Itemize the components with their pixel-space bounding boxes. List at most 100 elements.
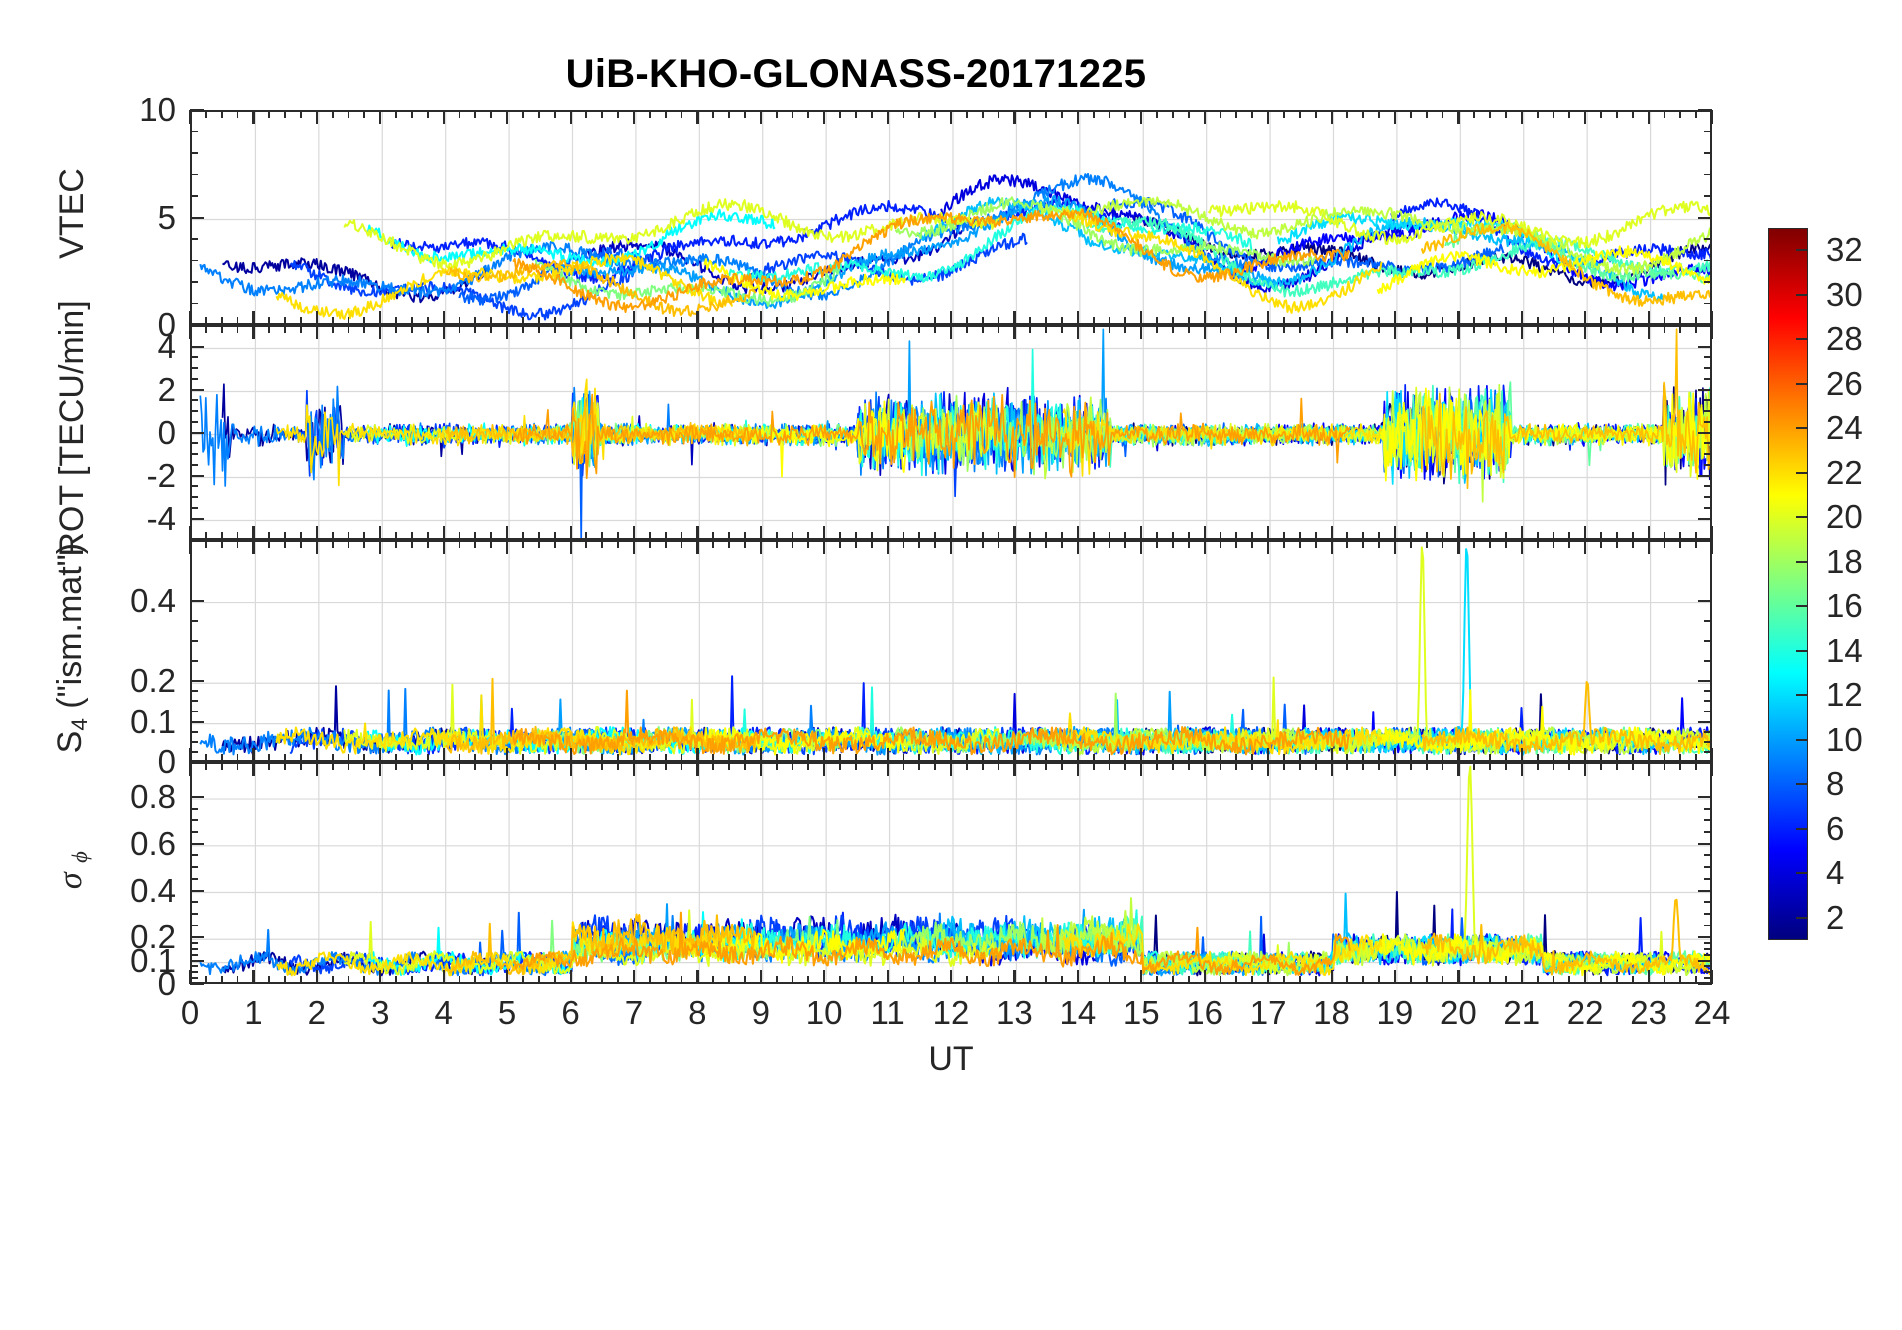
- x-minor-tick: [236, 325, 239, 333]
- x-minor-tick: [1235, 762, 1238, 770]
- x-minor-tick: [1489, 110, 1491, 118]
- y-tick-label-rot-2: 0: [157, 413, 176, 451]
- x-minor-tick: [1251, 532, 1254, 540]
- x-minor-tick: [601, 762, 604, 770]
- x-minor-tick: [1124, 110, 1127, 118]
- y-minor-tick: [190, 619, 198, 622]
- x-minor-tick: [1124, 762, 1127, 770]
- y-minor-tick: [190, 750, 198, 753]
- x-minor-tick: [1172, 976, 1174, 984]
- x-tick: [950, 762, 953, 776]
- x-minor-tick: [1536, 325, 1539, 333]
- x-minor-tick: [1298, 317, 1301, 325]
- y-tick-label-vtec-1: 5: [157, 198, 176, 236]
- y-minor-tick: [190, 901, 198, 903]
- x-tick: [1647, 540, 1650, 554]
- x-tick: [823, 748, 826, 762]
- y-minor-tick: [190, 259, 198, 262]
- x-tick: [1203, 540, 1206, 554]
- x-minor-tick: [1029, 540, 1032, 548]
- x-minor-tick: [791, 540, 794, 548]
- x-minor-tick: [1362, 110, 1365, 118]
- x-minor-tick: [1172, 325, 1174, 333]
- x-tick: [1393, 311, 1397, 325]
- x-tick-label-10: 10: [805, 994, 843, 1031]
- x-minor-tick: [1663, 976, 1666, 984]
- x-minor-tick: [1346, 754, 1349, 762]
- x-minor-tick: [1251, 754, 1254, 762]
- x-minor-tick: [284, 110, 287, 118]
- x-minor-tick: [1108, 762, 1111, 770]
- x-minor-tick: [918, 540, 921, 548]
- x-tick-label-3: 3: [371, 994, 390, 1031]
- x-minor-tick: [1615, 325, 1618, 333]
- y-tick-label-vtec-0: 0: [157, 306, 176, 343]
- x-minor-tick: [1378, 540, 1380, 548]
- y-tick-right-s4-3: [1698, 599, 1712, 602]
- y-minor-tick: [1704, 901, 1712, 903]
- y-minor-tick: [190, 367, 198, 369]
- plot-panel-s4: [190, 540, 1712, 762]
- x-minor-tick: [1378, 317, 1380, 325]
- x-minor-tick: [1061, 325, 1063, 333]
- x-minor-tick: [1283, 762, 1285, 770]
- y-minor-tick: [1704, 924, 1712, 927]
- x-minor-tick: [1552, 110, 1555, 118]
- x-minor-tick: [617, 325, 619, 333]
- y-tick-label-sigma_phi-5: 0.8: [130, 778, 176, 816]
- x-minor-tick: [1061, 317, 1063, 325]
- x-minor-tick: [411, 110, 413, 118]
- x-minor-tick: [839, 976, 841, 984]
- x-minor-tick: [902, 540, 905, 548]
- x-minor-tick: [490, 325, 493, 333]
- colorbar-tick: [1796, 738, 1808, 741]
- x-tick-label-14: 14: [1059, 994, 1097, 1031]
- x-minor-tick: [1615, 976, 1618, 984]
- x-tick: [1584, 970, 1587, 984]
- x-tick: [189, 311, 192, 325]
- x-tick: [823, 540, 826, 554]
- x-minor-tick: [918, 317, 921, 325]
- x-minor-tick: [426, 754, 429, 762]
- x-tick: [1711, 325, 1714, 339]
- x-minor-tick: [220, 540, 223, 548]
- x-minor-tick: [1504, 325, 1507, 333]
- x-tick: [1711, 748, 1714, 762]
- y-minor-tick: [190, 420, 198, 423]
- x-minor-tick: [1536, 762, 1539, 770]
- x-minor-tick: [1504, 762, 1507, 770]
- x-tick: [569, 526, 572, 540]
- x-tick: [379, 325, 382, 339]
- colorbar-tick: [1796, 783, 1808, 786]
- x-minor-tick: [1425, 976, 1428, 984]
- x-minor-tick: [490, 976, 493, 984]
- x-tick: [1267, 762, 1270, 776]
- x-minor-tick: [537, 317, 540, 325]
- y-minor-tick: [1704, 356, 1712, 359]
- x-tick: [569, 540, 572, 554]
- x-tick: [506, 748, 509, 762]
- x-minor-tick: [236, 976, 239, 984]
- x-minor-tick: [522, 976, 524, 984]
- x-minor-tick: [743, 976, 746, 984]
- x-minor-tick: [1489, 325, 1491, 333]
- x-minor-tick: [522, 762, 524, 770]
- colorbar-tick: [1796, 249, 1808, 252]
- y-tick-label-s4-3: 0.4: [130, 581, 176, 619]
- x-minor-tick: [918, 110, 921, 118]
- y-tick-label-sigma_phi-0: 0: [157, 965, 176, 1002]
- x-minor-tick: [1124, 317, 1127, 325]
- x-minor-tick: [220, 317, 223, 325]
- y-tick-right-rot-4: [1698, 345, 1712, 348]
- x-tick: [1267, 540, 1270, 554]
- y-minor-tick: [1704, 420, 1712, 423]
- x-minor-tick: [1314, 754, 1317, 762]
- x-minor-tick: [791, 754, 794, 762]
- y-minor-tick: [190, 238, 198, 240]
- x-minor-tick: [236, 532, 239, 540]
- x-minor-tick: [1631, 762, 1634, 770]
- x-tick-label-9: 9: [751, 994, 770, 1031]
- x-minor-tick: [458, 317, 461, 325]
- x-minor-tick: [1663, 540, 1666, 548]
- x-minor-tick: [807, 762, 810, 770]
